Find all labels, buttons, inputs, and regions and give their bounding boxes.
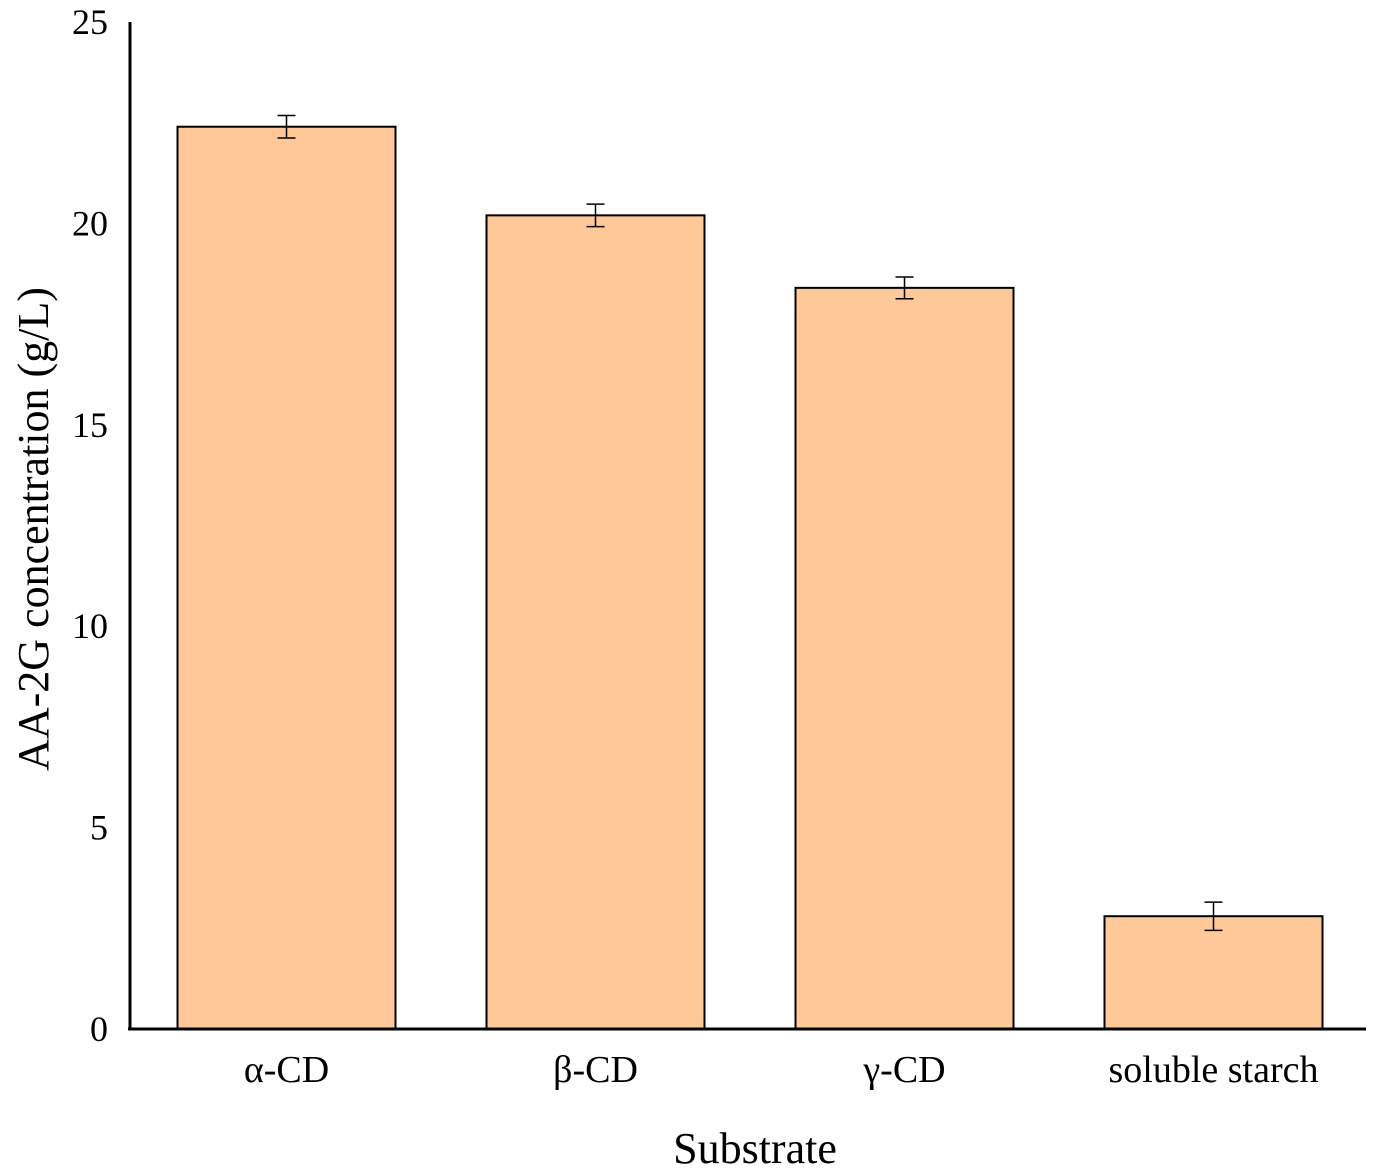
bar: [794, 286, 1015, 1030]
error-bar: [586, 203, 605, 228]
error-bar: [277, 114, 296, 139]
y-tick-label: 25: [72, 2, 108, 42]
y-axis-title: AA-2G concentration (g/L): [9, 287, 58, 771]
error-bar: [895, 276, 914, 300]
error-bar: [1204, 901, 1223, 932]
y-tick-labels: 0 5 10 15 20 25: [72, 2, 108, 1049]
x-tick-label: γ-CD: [862, 1049, 945, 1091]
bar: [176, 125, 397, 1030]
y-tick-label: 15: [72, 405, 108, 445]
y-tick-label: 10: [72, 606, 108, 646]
x-tick-label: α-CD: [244, 1049, 329, 1091]
bar: [1103, 915, 1324, 1030]
y-tick-label: 20: [72, 203, 108, 243]
y-tick-label: 0: [90, 1009, 108, 1049]
y-tick-label: 5: [90, 808, 108, 848]
x-tick-label: soluble starch: [1108, 1049, 1318, 1091]
bars-group: [176, 125, 1324, 1030]
bar: [485, 214, 706, 1030]
x-tick-label: β-CD: [553, 1049, 638, 1091]
x-tick-labels: α-CD β-CD γ-CD soluble starch: [244, 1049, 1319, 1091]
x-axis-title: Substrate: [673, 1124, 837, 1173]
error-bars-group: [277, 114, 1223, 932]
